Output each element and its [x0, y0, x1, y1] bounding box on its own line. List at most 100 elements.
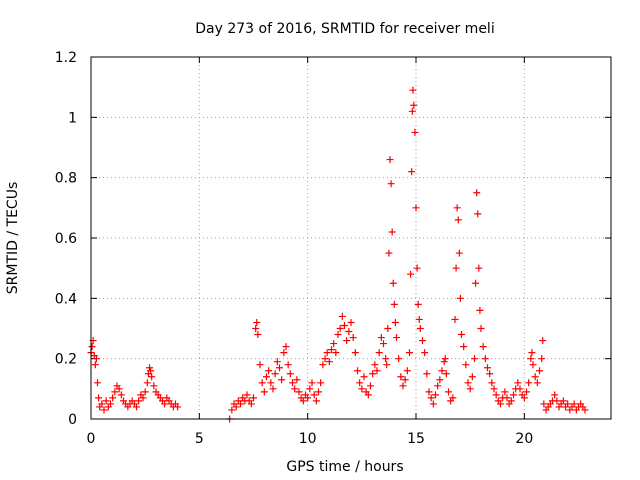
data-point — [438, 367, 446, 375]
data-point — [456, 294, 464, 302]
data-point — [423, 370, 431, 378]
data-point — [387, 180, 395, 188]
data-point — [369, 370, 377, 378]
x-tick-label: 20 — [515, 431, 533, 447]
data-point — [393, 334, 400, 342]
data-point — [146, 364, 153, 372]
data-point — [349, 334, 357, 342]
data-points — [87, 86, 589, 423]
y-tick-label: 0.4 — [55, 291, 77, 307]
data-point — [150, 382, 158, 390]
data-point — [252, 325, 260, 332]
y-tick-label: 0.6 — [55, 231, 77, 247]
data-point — [351, 349, 359, 357]
x-tick-label: 0 — [87, 431, 96, 447]
data-point — [386, 156, 394, 164]
data-point — [334, 331, 342, 339]
data-point — [321, 355, 329, 363]
data-point — [527, 355, 535, 363]
y-tick-label: 1 — [68, 110, 77, 126]
data-point — [304, 394, 312, 402]
data-point — [341, 321, 348, 329]
data-point — [449, 394, 457, 402]
data-point — [330, 340, 338, 348]
data-point — [284, 361, 292, 369]
data-point — [375, 349, 383, 357]
data-point — [250, 394, 257, 402]
data-point — [479, 343, 487, 351]
data-point — [451, 315, 459, 323]
data-point — [115, 385, 123, 393]
plot-frame — [90, 56, 612, 420]
data-point — [516, 385, 524, 393]
data-point — [228, 406, 236, 414]
data-point — [490, 385, 498, 393]
data-point — [286, 370, 294, 378]
data-point — [343, 337, 351, 345]
data-point — [147, 367, 155, 375]
data-point — [520, 394, 528, 402]
data-point — [291, 385, 299, 393]
data-point — [427, 394, 435, 402]
data-point — [336, 325, 344, 332]
data-point — [570, 400, 578, 408]
data-point — [484, 364, 491, 372]
data-point — [356, 379, 364, 387]
data-point — [440, 358, 448, 366]
data-point — [385, 249, 393, 257]
data-point — [265, 367, 273, 375]
data-point — [299, 397, 307, 405]
data-point — [373, 367, 381, 375]
data-point — [109, 394, 117, 402]
data-point — [317, 379, 325, 387]
data-point — [551, 391, 559, 399]
data-point — [410, 101, 418, 109]
data-point — [276, 364, 283, 372]
data-point — [94, 379, 101, 387]
data-point — [432, 391, 439, 399]
data-point — [540, 400, 548, 408]
data-point — [289, 379, 296, 387]
data-point — [354, 367, 361, 375]
data-point — [468, 373, 476, 381]
data-point — [273, 358, 281, 366]
data-point — [141, 388, 149, 396]
data-point — [325, 358, 333, 366]
data-point — [412, 204, 420, 212]
data-point — [323, 349, 331, 357]
data-point — [308, 379, 316, 387]
data-point — [397, 373, 405, 381]
data-point — [271, 370, 279, 378]
data-point — [360, 373, 368, 381]
data-point — [390, 300, 398, 308]
data-point — [531, 373, 539, 381]
data-point — [100, 406, 108, 414]
data-point — [409, 86, 417, 94]
data-point — [434, 382, 442, 390]
data-point — [384, 325, 392, 332]
data-point — [442, 370, 450, 378]
data-point — [538, 355, 546, 363]
data-point — [425, 388, 433, 396]
data-point — [345, 328, 353, 336]
data-point — [408, 168, 416, 176]
data-point — [539, 337, 547, 345]
data-point — [395, 355, 403, 363]
data-point — [452, 264, 460, 272]
data-point — [358, 385, 366, 393]
data-point — [408, 107, 416, 115]
data-point — [174, 403, 182, 411]
x-tick-label: 5 — [195, 431, 204, 447]
data-point — [454, 216, 462, 224]
data-point — [237, 400, 244, 408]
data-point — [269, 385, 277, 393]
data-point — [553, 397, 561, 405]
data-point — [243, 391, 251, 399]
data-point — [488, 379, 496, 387]
data-point — [510, 391, 517, 399]
data-point — [111, 388, 119, 396]
data-point — [421, 349, 429, 357]
data-point — [148, 373, 156, 381]
data-point — [466, 385, 474, 393]
